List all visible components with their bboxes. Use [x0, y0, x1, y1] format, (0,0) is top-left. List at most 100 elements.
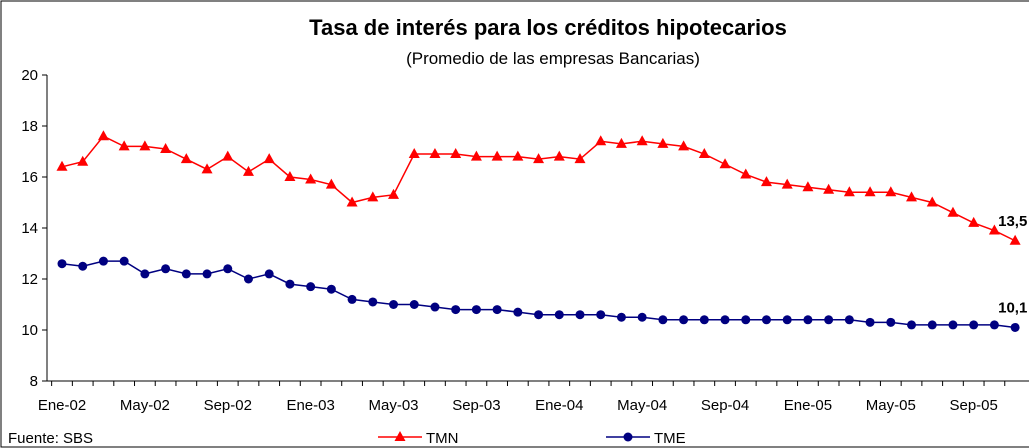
y-tick-label: 10 — [21, 322, 38, 339]
marker — [761, 315, 771, 325]
marker — [679, 315, 689, 325]
marker — [140, 269, 150, 279]
x-tick-label: Ene-03 — [286, 397, 334, 414]
y-tick-label: 14 — [21, 220, 38, 237]
x-tick-label: May-02 — [120, 397, 170, 414]
marker — [595, 135, 607, 146]
marker — [450, 148, 462, 159]
marker — [885, 186, 897, 197]
marker — [843, 186, 855, 197]
series-line — [61, 135, 1016, 242]
marker — [906, 191, 918, 202]
marker — [97, 130, 109, 141]
marker — [57, 259, 67, 269]
marker — [77, 155, 89, 166]
x-tick-label: Ene-04 — [535, 397, 583, 414]
marker — [161, 264, 171, 274]
marker — [285, 279, 295, 289]
marker — [824, 315, 834, 325]
marker — [346, 196, 358, 207]
marker — [534, 310, 544, 320]
marker — [720, 315, 730, 325]
marker — [56, 160, 68, 171]
data-label: 10,1 — [998, 299, 1027, 316]
marker — [305, 173, 317, 184]
marker — [429, 148, 441, 159]
data-label: 13,5 — [998, 213, 1027, 230]
marker — [678, 140, 690, 151]
marker — [575, 310, 585, 320]
marker — [491, 150, 503, 161]
marker — [781, 178, 793, 189]
marker — [948, 320, 958, 330]
x-tick-label: Ene-05 — [784, 397, 832, 414]
chart-subtitle: (Promedio de las empresas Bancarias) — [406, 49, 700, 68]
marker — [574, 153, 586, 164]
marker — [118, 140, 130, 151]
y-tick-label: 8 — [30, 373, 38, 390]
marker — [803, 315, 813, 325]
marker — [513, 307, 523, 317]
marker — [760, 176, 772, 187]
marker — [326, 284, 336, 294]
marker — [222, 150, 234, 161]
marker — [658, 315, 668, 325]
marker — [782, 315, 792, 325]
marker — [201, 163, 213, 174]
marker — [263, 153, 275, 164]
marker — [927, 320, 937, 330]
marker — [471, 305, 481, 315]
marker — [388, 188, 400, 199]
y-tick-label: 12 — [21, 271, 38, 288]
marker — [139, 140, 151, 151]
marker — [284, 171, 296, 181]
marker — [989, 320, 999, 330]
marker — [699, 315, 709, 325]
marker — [264, 269, 274, 279]
marker — [306, 282, 316, 292]
marker — [741, 315, 751, 325]
chart-title: Tasa de interés para los créditos hipote… — [309, 15, 787, 40]
marker — [698, 148, 710, 159]
marker — [596, 310, 606, 320]
marker — [325, 178, 337, 189]
marker — [554, 310, 564, 320]
marker — [408, 148, 420, 159]
marker — [368, 297, 378, 307]
x-tick-label: Sep-05 — [949, 397, 997, 414]
legend-marker — [394, 431, 406, 441]
marker — [202, 269, 212, 279]
marker — [160, 142, 172, 153]
marker — [719, 158, 731, 169]
x-tick-label: Ene-02 — [38, 397, 86, 414]
marker — [119, 256, 129, 266]
marker — [1009, 234, 1021, 245]
marker — [367, 191, 379, 202]
marker — [865, 317, 875, 327]
marker — [533, 153, 545, 164]
source-note: Fuente: SBS — [8, 430, 93, 447]
x-tick-label: May-04 — [617, 397, 667, 414]
marker — [907, 320, 917, 330]
marker — [470, 150, 482, 161]
marker — [988, 224, 1000, 235]
marker — [389, 300, 399, 309]
y-tick-label: 16 — [21, 169, 38, 186]
legend-label: TME — [654, 430, 686, 447]
marker — [1010, 322, 1020, 332]
marker — [823, 183, 835, 194]
marker — [844, 315, 854, 325]
x-tick-label: Sep-04 — [701, 397, 749, 414]
marker — [242, 165, 254, 176]
marker — [657, 137, 669, 148]
marker — [926, 196, 938, 207]
marker — [636, 135, 648, 146]
marker — [615, 137, 627, 148]
marker — [616, 312, 626, 322]
marker — [430, 302, 440, 312]
marker — [409, 300, 419, 309]
marker — [864, 186, 876, 197]
